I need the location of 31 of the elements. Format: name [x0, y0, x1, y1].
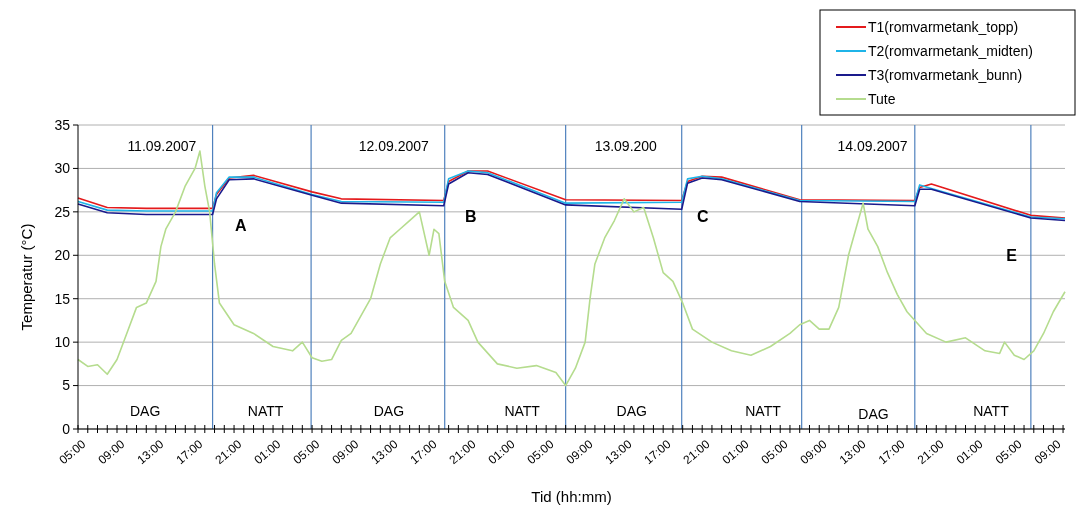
annotation: 13.09.200 — [594, 138, 658, 155]
y-tick-label: 15 — [54, 290, 71, 307]
y-tick-label: 25 — [54, 203, 71, 220]
annotation: C — [696, 207, 709, 225]
annotation: A — [235, 216, 248, 234]
annotation: E — [1006, 247, 1018, 265]
legend-label: T1(romvarmetank_topp) — [868, 18, 1019, 35]
annotation: NATT — [247, 402, 284, 419]
y-tick-label: 10 — [54, 334, 71, 351]
legend-label: Tute — [868, 90, 896, 107]
annotation: 11.09.2007 — [127, 138, 197, 155]
annotation: 14.09.2007 — [837, 138, 908, 155]
legend-label: T2(romvarmetank_midten) — [868, 42, 1033, 59]
y-tick-label: 20 — [54, 247, 71, 264]
y-tick-label: 35 — [54, 116, 71, 133]
annotation: NATT — [973, 402, 1010, 419]
annotation: DAG — [616, 402, 647, 419]
y-axis-title: Temperatur (°C) — [18, 223, 35, 331]
annotation: DAG — [129, 402, 161, 419]
y-tick-label: 5 — [62, 377, 71, 394]
annotation: NATT — [504, 402, 541, 419]
x-axis-title: Tid (hh:mm) — [531, 488, 612, 505]
annotation: NATT — [745, 402, 782, 419]
y-tick-label: 30 — [54, 160, 71, 177]
y-tick-label: 0 — [62, 420, 71, 437]
annotation: 12.09.2007 — [358, 138, 430, 155]
annotation: DAG — [858, 405, 889, 422]
annotation: B — [465, 207, 477, 225]
legend-label: T3(romvarmetank_bunn) — [868, 66, 1023, 83]
annotation: DAG — [373, 402, 405, 419]
line-series — [77, 150, 1066, 387]
